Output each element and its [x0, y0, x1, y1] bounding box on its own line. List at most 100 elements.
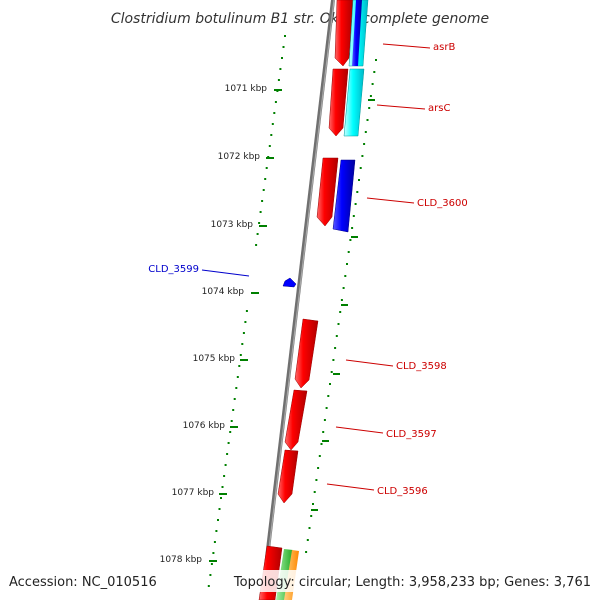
gc-dot — [349, 239, 352, 241]
gene-CLD_3600-cds[interactable] — [316, 157, 339, 227]
gc-dot — [244, 321, 247, 323]
tick-label: 1077 kbp — [172, 488, 215, 498]
gc-dot — [368, 107, 371, 109]
gene-labels: asrB arsC CLD_3600 CLD_3599 CLD_3598 CLD… — [148, 42, 467, 497]
tick-label: 1072 kbp — [218, 152, 261, 162]
gene-asrB-cds[interactable] — [334, 0, 354, 67]
gc-dot — [322, 431, 325, 433]
gc-dot — [236, 376, 239, 378]
gc-dot — [318, 455, 321, 457]
gc-dot — [361, 155, 364, 157]
gc-dot — [366, 119, 369, 121]
gc-dot — [235, 387, 238, 389]
gc-dot — [334, 347, 337, 349]
gc-dot — [347, 251, 350, 253]
gene-arsC-rna[interactable] — [343, 68, 365, 137]
gc-dot — [352, 215, 355, 217]
gene-label-CLD_3596[interactable]: CLD_3596 — [377, 486, 428, 497]
gc-dot — [241, 343, 244, 345]
tick-label: 1071 kbp — [225, 84, 268, 94]
gc-dot — [277, 79, 280, 81]
gene-CLD_3597-cds[interactable] — [284, 389, 308, 451]
gc-dot — [323, 419, 326, 421]
gc-dot — [259, 211, 262, 213]
gc-dot — [375, 59, 377, 61]
gc-dot — [265, 167, 268, 169]
gc-dot — [213, 541, 216, 543]
gene-CLD_3596-cds[interactable] — [277, 449, 299, 504]
gene-label-leader — [376, 104, 426, 110]
outer-ring-ticks — [311, 99, 375, 511]
gc-dot — [271, 123, 274, 125]
gc-dot — [312, 503, 314, 505]
gc-dot — [281, 57, 283, 59]
gene-arsC-cds[interactable] — [328, 68, 349, 137]
gc-dot — [209, 574, 212, 576]
map-title: Clostridium botulinum B1 str. Okra, comp… — [111, 11, 489, 27]
gc-dot — [282, 46, 285, 48]
gc-dot — [305, 551, 308, 553]
tick-label: 1073 kbp — [211, 220, 254, 230]
gc-dot — [215, 530, 218, 532]
gc-dot — [229, 431, 232, 433]
gene-label-CLD_3598[interactable]: CLD_3598 — [396, 361, 447, 372]
gene-label-leader — [335, 426, 384, 434]
gc-dot — [242, 332, 245, 334]
gc-dot — [226, 453, 229, 455]
gc-skew-ring-outer — [305, 59, 377, 553]
gc-dot — [329, 383, 331, 385]
gene-label-CLD_3599[interactable]: CLD_3599 — [148, 264, 199, 275]
gene-label-leader — [345, 359, 394, 367]
gc-dot — [354, 203, 357, 205]
gc-dot — [320, 443, 323, 445]
gc-dot — [207, 585, 210, 587]
gc-dot — [344, 275, 347, 277]
gene-label-leader — [382, 43, 431, 49]
gc-dot — [245, 310, 248, 312]
gene-label-CLD_3600[interactable]: CLD_3600 — [417, 198, 468, 209]
gc-dot — [364, 131, 367, 133]
scale-ticks: 1071 kbp 1072 kbp 1073 kbp 1074 kbp 1075… — [160, 84, 282, 565]
gc-dot — [262, 189, 265, 191]
gene-label-leader — [366, 197, 415, 204]
tick-label: 1076 kbp — [183, 421, 226, 431]
gc-dot — [273, 112, 276, 114]
gc-dot — [358, 179, 360, 181]
gene-asrB-blue[interactable] — [352, 0, 362, 66]
gc-dot — [264, 178, 267, 180]
gene-CLD_3598-cds[interactable] — [294, 318, 319, 389]
gene-label-leader — [326, 483, 375, 491]
gc-dot — [313, 491, 316, 493]
gc-dot — [371, 83, 374, 85]
gene-CLD_3600-rna[interactable] — [332, 159, 356, 233]
genome-backbone-highlight — [262, 0, 335, 600]
gene-track-top — [258, 0, 369, 600]
gc-dot — [340, 299, 343, 301]
gene-label-CLD_3597[interactable]: CLD_3597 — [386, 429, 437, 440]
gc-dot — [217, 519, 219, 521]
gc-dot — [373, 71, 376, 73]
gc-dot — [221, 486, 224, 488]
gc-dot — [359, 167, 362, 169]
gene-label-asrB[interactable]: asrB — [433, 42, 455, 53]
gc-dot — [220, 497, 222, 499]
gc-dot — [327, 395, 330, 397]
gc-dot — [238, 365, 241, 367]
gc-dot — [339, 311, 342, 313]
gene-CLD_3599[interactable] — [282, 277, 297, 288]
gc-dot — [268, 145, 271, 147]
tick-label: 1074 kbp — [202, 287, 245, 297]
tick-label: 1078 kbp — [160, 555, 203, 565]
gc-dot — [284, 35, 286, 37]
gene-label-arsC[interactable]: arsC — [428, 103, 450, 114]
gc-dot — [261, 200, 264, 202]
gc-dot — [346, 263, 348, 265]
gc-dot — [212, 552, 215, 554]
gc-content-ring-inner — [207, 35, 286, 587]
gc-dot — [356, 191, 359, 193]
gene-label-leader — [201, 269, 250, 277]
topology-label-bg — [258, 570, 596, 592]
gc-dot — [363, 143, 366, 145]
gc-dot — [335, 335, 338, 337]
